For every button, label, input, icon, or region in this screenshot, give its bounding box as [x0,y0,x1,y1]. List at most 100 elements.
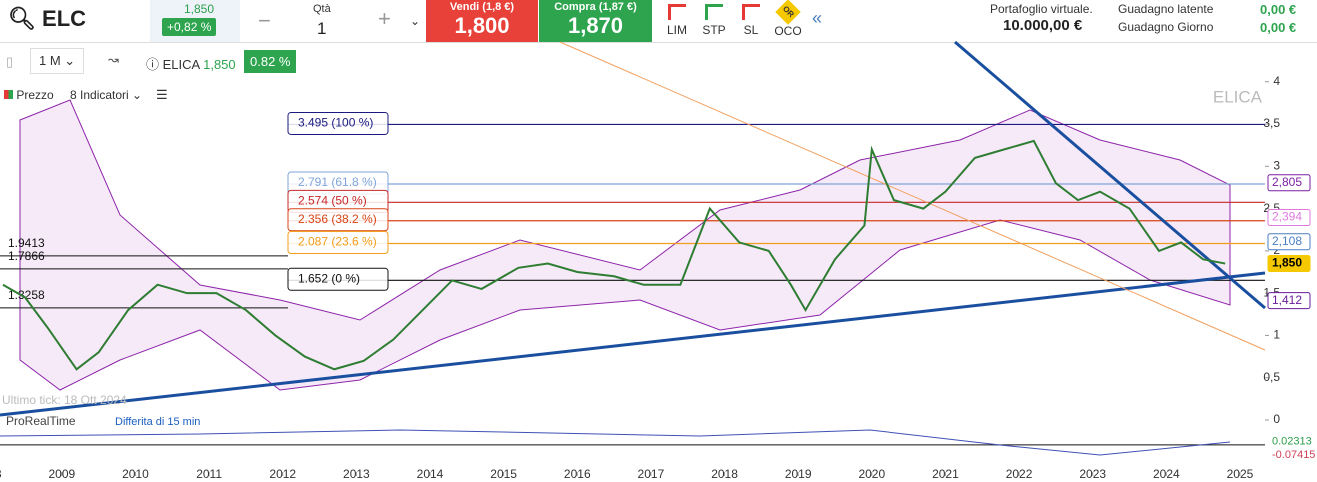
y-tick-label: 4 [1273,74,1280,88]
symbol-text: ELC [42,6,87,31]
oco-badge: OR [775,0,801,25]
y-tick-label: 2 [1273,243,1280,257]
price-tag-label: 1,850 [1272,256,1302,270]
level-label: 1.3258 [8,288,45,302]
dropdown[interactable]: ⌄ [410,14,421,28]
stock-price: 1,850 [203,57,236,72]
buy-label: Compra (1,87 €) [554,1,637,13]
x-tick-label: 2024 [1153,467,1180,481]
chart-type[interactable]: ↝ [108,52,119,67]
order-icon [668,4,686,20]
indicators-text: 8 Indicatori [70,88,129,102]
x-tick-label: 2008 [0,467,2,481]
x-tick-label: 2009 [48,467,75,481]
x-tick-label: 2018 [711,467,738,481]
trendline [0,271,1266,417]
order-label: SL [743,23,759,37]
gain-label: Guadagno Giorno [1118,20,1214,34]
period-text: 1 M [39,53,61,68]
x-tick-label: 2016 [564,467,591,481]
x-tick-label: 2014 [417,467,444,481]
stock-name: ELICA [162,57,200,72]
qty-label: Qtà [313,3,331,15]
qty[interactable]: 1 [317,19,327,38]
sell-label: Vendi (1,8 €) [449,1,515,13]
fib-label: 3.495 (100 %) [298,116,373,130]
plus[interactable]: + [378,6,391,31]
portfolio-label: Portafoglio virtuale. [990,2,1093,16]
y-tick-label: 0,5 [1263,370,1280,384]
portfolio-value: 10.000,00 € [1003,17,1083,34]
fib-label: 1.652 (0 %) [298,271,360,285]
x-tick-label: 2011 [196,467,222,481]
price-label[interactable]: Prezzo [4,88,54,102]
price-label-text: Prezzo [16,88,54,102]
change: +0,82 % [162,18,217,36]
y-tick-label: 1 [1273,328,1280,342]
watermark: ELICA [1213,87,1263,106]
info: ⓘ ELICA 1,850 [146,57,236,72]
x-tick-label: 2025 [1227,467,1254,481]
order-label: OCO [774,24,802,38]
last-tick: Ultimo tick: 18 Ott 2024 [2,393,127,407]
gain-label: Guadagno latente [1118,2,1214,16]
quote-box: 1,850 +0,82 % [150,0,240,42]
x-tick-label: 2012 [269,467,296,481]
list-icon[interactable]: ☰ [156,87,168,102]
symbol[interactable]: 🔍︎ ELC [8,6,87,31]
indicator-label: -0.07415 [1272,449,1315,461]
fib-label: 2.356 (38.2 %) [298,212,377,226]
x-tick-label: 2022 [1006,467,1033,481]
period[interactable]: 1 M ⌄ [30,48,85,74]
x-tick-label: 2020 [858,467,885,481]
y-tick-label: 3 [1273,158,1280,172]
order-icon [705,4,723,20]
price-tag-label: 1,412 [1272,293,1302,307]
buy-price: 1,870 [567,13,624,38]
fib-label: 2.574 (50 %) [298,194,367,208]
order-button[interactable]: OR OCO [771,0,805,42]
x-tick-label: 2010 [122,467,149,481]
provider: ProRealTime [6,414,76,428]
price-tag [1267,233,1311,251]
order-button[interactable]: LIM [660,0,694,42]
stock-change: 0.82 % [244,50,297,73]
price-tag [1267,292,1311,310]
y-tick-label: 2,5 [1263,201,1280,215]
fib-label: 2.791 (61.8 %) [298,175,377,189]
indicator-line [0,429,1231,456]
order-button[interactable]: SL [734,0,768,42]
band [19,99,1231,391]
indicator-tag [1268,448,1317,463]
order-label: LIM [666,23,687,37]
delay: Differita di 15 min [115,416,200,428]
buy-button[interactable]: Compra (1,87 €) 1,870 [539,0,652,42]
lock-icon[interactable]: ▯ [6,54,14,69]
fib-box [287,231,389,255]
collapse[interactable]: « [812,8,823,28]
order-label: STP [702,23,726,37]
x-tick-label: 2021 [932,467,959,481]
price-tag [1267,209,1311,227]
x-tick-label: 2017 [638,467,665,481]
price-tag-label: 2,805 [1272,175,1302,189]
minus[interactable]: − [258,8,271,33]
order-button[interactable]: STP [697,0,731,42]
fib-box [287,171,389,195]
indicator-label: 0.02313 [1272,436,1312,448]
fib-label: 2.087 (23.6 %) [298,235,377,249]
price-tag-label: 2,108 [1272,234,1302,248]
gain-value: 0,00 € [1260,2,1297,17]
y-tick-label: 1,5 [1263,285,1280,299]
gain-value: 0,00 € [1260,20,1297,35]
trendline [559,41,1266,351]
x-tick-label: 2013 [343,467,370,481]
y-tick-label: 0 [1273,412,1280,426]
indicators[interactable]: 8 Indicatori ⌄ [70,88,143,102]
price-line [2,139,1226,371]
fib-box [287,267,389,291]
sell-button[interactable]: Vendi (1,8 €) 1,800 [426,0,538,42]
price-tag-label: 2,394 [1272,210,1302,224]
last-price: 1,850 [184,2,215,16]
level-label: 1.9413 [8,236,45,250]
